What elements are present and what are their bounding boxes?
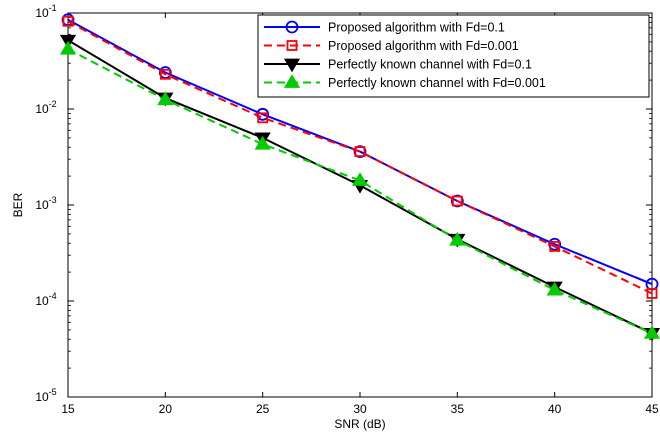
data-point [451,195,463,207]
legend-marker [283,74,301,88]
data-point [546,281,563,296]
data-point [157,91,174,106]
y-tick-label: 10-3 [35,195,56,212]
data-point [257,112,269,124]
legend-label: Perfectly known channel with Fd=0.1 [328,58,532,72]
series-4 [59,40,660,339]
series-line [67,20,653,295]
y-axis-label: BER [11,192,25,217]
data-point [59,40,77,55]
y-tick-label: 10-4 [35,291,56,308]
series-1 [61,13,659,291]
legend-marker [283,58,301,73]
x-tick-label: 15 [61,402,75,416]
x-tick-label: 30 [353,402,367,416]
axis-ticks: 15 20 25 30 35 40 45 10-5 10-4 10-3 10-2 10-1 [35,3,659,416]
legend-item: Proposed algorithm with Fd=0.001 [264,39,519,53]
data-point [549,241,561,252]
legend-marker [285,20,299,34]
x-tick-label: 20 [159,402,173,416]
data-point [353,145,367,158]
y-tick-label: 10-5 [35,387,56,404]
data-point [449,231,466,246]
legend-box [257,14,650,98]
legend-item: Perfectly known channel with Fd=0.001 [264,74,546,90]
x-axis-label: SNR (dB) [334,417,385,431]
data-point [62,15,74,27]
x-tick-label: 35 [451,402,465,416]
y-tick-label: 10-1 [35,3,56,20]
legend-label: Proposed algorithm with Fd=0.1 [328,21,505,35]
data-point [548,237,562,251]
legend-label: Perfectly known channel with Fd=0.001 [328,76,546,90]
data-point [354,146,366,157]
data-point [351,172,369,186]
data-point [254,135,271,150]
series-layer [59,13,660,342]
data-point [450,194,464,208]
legend-item: Proposed algorithm with Fd=0.1 [264,21,505,35]
data-point [643,325,660,339]
data-point [159,68,171,80]
legend-item: Perfectly known channel with Fd=0.1 [264,58,532,73]
x-tick-label: 40 [548,402,562,416]
data-point [646,287,658,299]
series-line [67,18,653,286]
legend: Proposed algorithm with Fd=0.1 Proposed a… [257,14,650,98]
legend-label: Proposed algorithm with Fd=0.001 [328,39,519,53]
legend-marker [286,40,298,51]
series-2 [62,15,658,299]
x-tick-label: 45 [645,402,659,416]
x-tick-label: 25 [256,402,270,416]
y-tick-label: 10-2 [35,99,56,116]
